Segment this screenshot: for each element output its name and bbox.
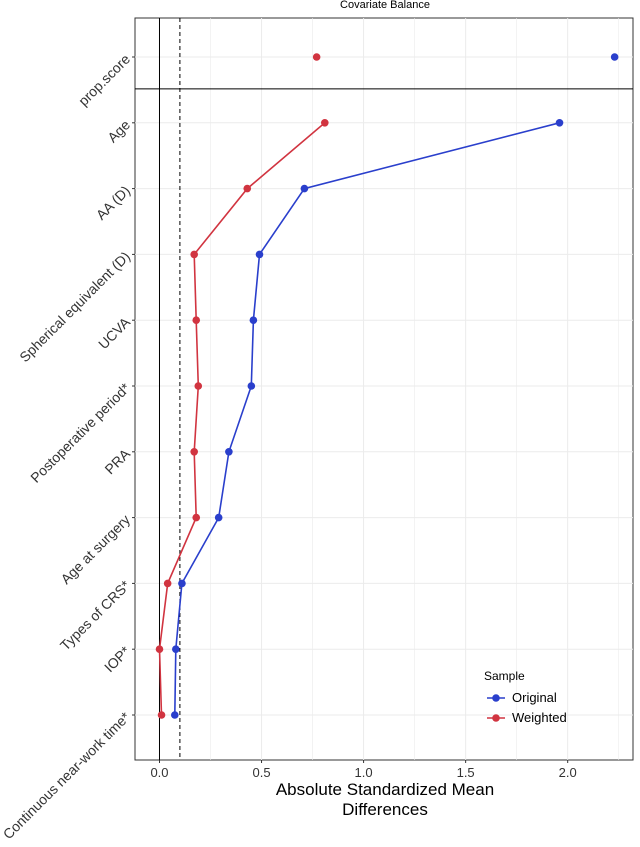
legend-items: Original Weighted [487, 690, 567, 725]
x-axis-title-line-2: Differences [342, 800, 428, 819]
data-point-original [172, 645, 180, 653]
y-tick-label: Age [104, 116, 133, 145]
data-point-weighted [157, 711, 166, 719]
data-point-weighted [192, 513, 201, 522]
legend-label: Weighted [512, 710, 567, 725]
data-point-original [178, 579, 186, 588]
series-line-weighted [158, 122, 326, 716]
data-point-weighted [321, 119, 329, 127]
data-point-original [247, 382, 256, 390]
series-original [170, 53, 619, 719]
y-tick-label: prop.score [75, 51, 133, 109]
data-point-weighted [190, 250, 198, 259]
series-line-original [174, 122, 560, 716]
data-point-weighted [312, 53, 321, 61]
x-axis-title-line-1: Absolute Standardized Mean [276, 780, 494, 799]
y-tick-label: Types of CRS* [57, 577, 134, 654]
legend-key-point [492, 714, 500, 722]
x-tick-labels: 0.0 0.5 1.0 1.5 2.0 [150, 760, 577, 780]
plot-background [134, 17, 634, 761]
data-point-original [555, 119, 564, 127]
y-tick-labels: prop.score Age AA (D) Spherical equivalent … [0, 51, 135, 842]
y-tick-label: Spherical equivalent (D) [16, 248, 133, 365]
legend-title: Sample [484, 669, 525, 683]
series-weighted [155, 53, 329, 719]
data-point-weighted [155, 645, 164, 653]
y-tick-label: PRA [101, 445, 133, 477]
y-tick-label: UCVA [95, 314, 134, 353]
plot-panel [134, 17, 634, 761]
x-tick-label: 1.5 [457, 765, 475, 780]
data-point-weighted [192, 316, 201, 325]
x-tick-label: 0.5 [253, 765, 271, 780]
legend-label: Original [512, 690, 557, 705]
data-point-weighted [190, 448, 198, 456]
data-point-original [249, 316, 258, 325]
chart-title: Covariate Balance [340, 0, 430, 11]
legend: Sample Original Weighted [484, 669, 567, 725]
x-tick-label: 1.0 [355, 765, 373, 780]
data-point-original [300, 184, 309, 193]
series-layer [155, 53, 619, 719]
data-point-original [170, 711, 179, 719]
y-tick-label: Continuous near-work time* [0, 708, 134, 842]
data-point-original [255, 250, 264, 259]
y-tick-label: IOP* [101, 643, 134, 676]
legend-key-point [492, 694, 500, 702]
data-point-original [225, 448, 233, 456]
data-point-original [610, 53, 619, 61]
data-point-weighted [194, 382, 203, 390]
x-tick-label: 0.0 [150, 765, 168, 780]
legend-item-weighted: Weighted [487, 710, 567, 725]
data-point-weighted [243, 184, 252, 193]
reference-lines [135, 18, 633, 760]
data-point-original [214, 513, 223, 522]
y-tick-label: Age at surgery [57, 511, 133, 587]
y-tick-label: AA (D) [93, 182, 133, 222]
x-tick-label: 2.0 [559, 765, 577, 780]
legend-item-original: Original [487, 690, 557, 705]
data-point-weighted [163, 579, 172, 588]
